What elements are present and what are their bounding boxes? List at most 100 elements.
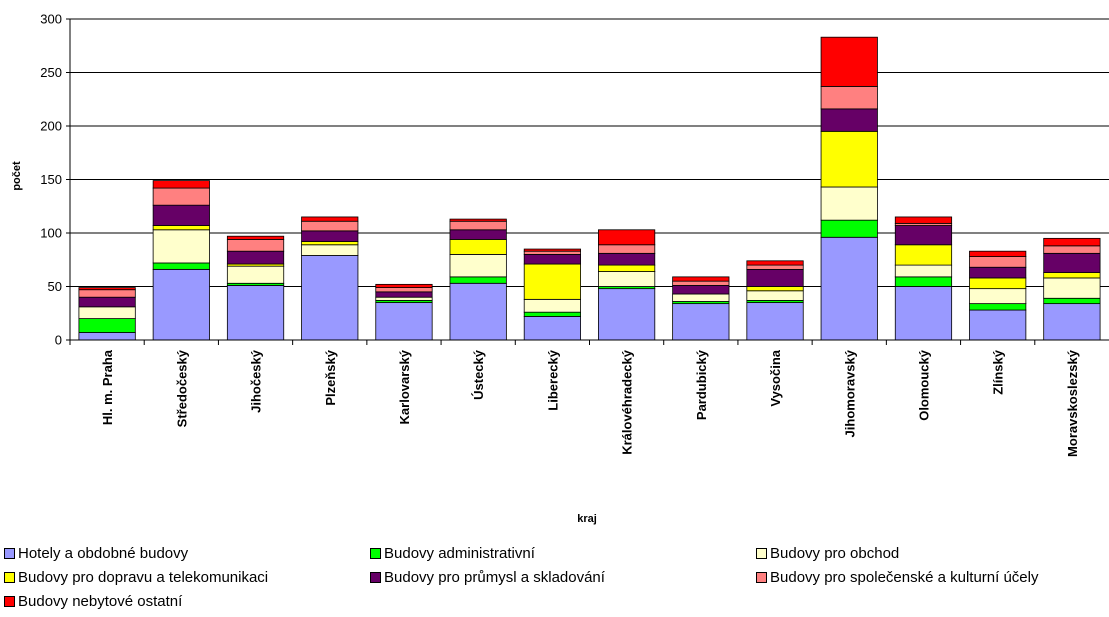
- bar-segment: [375, 287, 433, 293]
- legend: Hotely a obdobné budovy Budovy administra…: [4, 545, 1109, 617]
- bar-segment: [598, 264, 656, 272]
- bar-segment: [1043, 277, 1101, 299]
- stacked-bar-chart: 0 50 100 150 200 250 300 Hl. m. Praha Středočes…: [11, 12, 1109, 525]
- legend-item: Budovy pro obchod: [756, 545, 899, 562]
- bar-segment: [301, 230, 359, 242]
- bar-segment: [894, 225, 953, 246]
- bar-segment: [746, 268, 804, 287]
- bar-segment: [820, 236, 878, 341]
- bar-segment: [969, 256, 1027, 268]
- x-tick-labels: Hl. m. Praha Středočeský Jihočeský Plzeňský…: [69, 340, 1080, 457]
- legend-label: Hotely a obdobné budovy: [18, 545, 189, 562]
- bar-segment: [598, 244, 656, 254]
- legend-swatch: [4, 548, 15, 559]
- bar-segment: [598, 252, 656, 266]
- bar-segment: [820, 130, 878, 188]
- legend-item: Budovy pro průmysl a skladování: [370, 569, 605, 586]
- x-tick-label: Plzeňský: [323, 349, 338, 405]
- bar-segment: [375, 291, 433, 298]
- bar-segment: [78, 287, 136, 291]
- y-tick-label: 150: [40, 172, 62, 187]
- bar-segment: [523, 298, 581, 313]
- bar-segment: [152, 225, 210, 231]
- bar-segment: [969, 250, 1027, 257]
- legend-label: Budovy pro dopravu a telekomunikaci: [18, 569, 269, 586]
- bar-segment: [1043, 272, 1101, 279]
- bar-segment: [672, 293, 730, 302]
- bar-segment: [523, 248, 581, 252]
- legend-item: Hotely a obdobné budovy: [4, 545, 188, 562]
- bar-segment: [523, 311, 581, 317]
- bar-segment: [78, 306, 136, 319]
- bar-segment: [598, 229, 656, 246]
- x-tick-label: Hl. m. Praha: [100, 349, 115, 425]
- bar-segment: [969, 303, 1027, 311]
- bar-segment: [969, 288, 1027, 305]
- bar-segment: [226, 239, 285, 252]
- bar-segment: [746, 302, 804, 341]
- y-tick-label: 250: [40, 65, 62, 80]
- bar-segment: [449, 229, 507, 240]
- legend-swatch: [4, 572, 15, 583]
- legend-item: Budovy nebytové ostatní: [4, 593, 182, 610]
- bar-segment: [449, 239, 507, 255]
- bar-segment: [746, 286, 804, 292]
- bar-segment: [820, 36, 878, 87]
- x-tick-label: Vysočina: [768, 349, 783, 406]
- bar-segment: [894, 286, 953, 341]
- bar-segment: [1043, 252, 1101, 273]
- bar-segment: [226, 265, 285, 284]
- bar-segment: [969, 277, 1027, 290]
- legend-label: Budovy pro průmysl a skladování: [384, 569, 605, 586]
- legend-swatch: [370, 548, 381, 559]
- bar-segment: [894, 244, 953, 266]
- legend-label: Budovy pro společenské a kulturní účely: [770, 569, 1039, 586]
- bar-segment: [1043, 297, 1101, 305]
- bar-segment: [523, 250, 581, 255]
- bar-segment: [894, 276, 953, 287]
- bar-segment: [152, 204, 210, 226]
- x-tick-label: Královéhradecký: [620, 349, 635, 455]
- bar-segment: [449, 276, 507, 284]
- bar-segment: [78, 332, 136, 341]
- bar-segment: [226, 250, 285, 265]
- bar-segment: [78, 318, 136, 333]
- x-axis-title: kraj: [577, 513, 597, 525]
- legend-item: Budovy pro společenské a kulturní účely: [756, 569, 1038, 586]
- bar-segment: [746, 290, 804, 301]
- x-tick-label: Ústecký: [471, 349, 486, 400]
- bar-segment: [672, 280, 730, 286]
- x-tick-label: Jihomoravský: [842, 349, 857, 437]
- bar-segment: [894, 264, 953, 278]
- bar-segment: [746, 264, 804, 270]
- bar-segment: [301, 244, 359, 256]
- x-tick-label: Moravskoslezský: [1065, 349, 1080, 457]
- bar-segment: [820, 86, 878, 110]
- bar-segment: [375, 296, 433, 301]
- bar-segment: [152, 187, 210, 206]
- y-axis-title: počet: [11, 161, 23, 191]
- bar-segment: [226, 285, 285, 341]
- legend-swatch: [4, 596, 15, 607]
- x-tick-label: Středočeský: [174, 349, 189, 427]
- y-tick-labels: 0 50 100 150 200 250 300: [40, 12, 70, 348]
- bar-segment: [820, 108, 878, 132]
- x-tick-label: Liberecký: [545, 349, 560, 410]
- bar-segment: [226, 235, 285, 240]
- bar-segment: [672, 285, 730, 295]
- y-tick-label: 100: [40, 226, 62, 241]
- legend-item: Budovy pro dopravu a telekomunikaci: [4, 569, 268, 586]
- bar-segment: [152, 262, 210, 270]
- bar-segment: [746, 260, 804, 266]
- bar-segment: [301, 255, 359, 341]
- bar-segment: [301, 220, 359, 232]
- bar-segment: [820, 186, 878, 221]
- bar-segment: [523, 316, 581, 341]
- bar-segment: [1043, 303, 1101, 341]
- legend-label: Budovy pro obchod: [770, 545, 900, 562]
- legend-item: Budovy administrativní: [370, 545, 535, 562]
- bar-segment: [1043, 245, 1101, 254]
- bar-segment: [301, 216, 359, 222]
- bar-segment: [152, 180, 210, 189]
- bar-segment: [449, 218, 507, 222]
